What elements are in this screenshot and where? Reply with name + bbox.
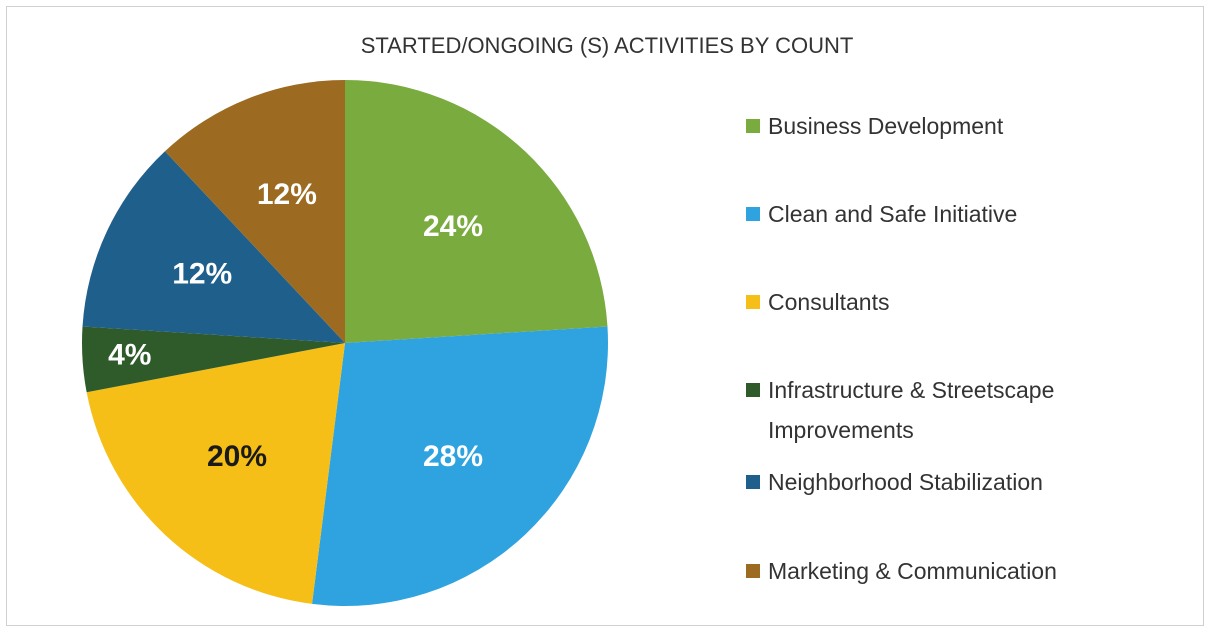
legend-label: Infrastructure & Streetscape Improvement… bbox=[768, 377, 1055, 443]
pie-slice bbox=[86, 343, 346, 604]
legend-label: Neighborhood Stabilization bbox=[768, 469, 1043, 495]
pie-slice bbox=[164, 80, 345, 343]
legend-label: Consultants bbox=[768, 289, 890, 315]
legend-item: Consultants bbox=[746, 282, 1146, 322]
pie-slice bbox=[312, 326, 608, 606]
legend-label: Clean and Safe Initiative bbox=[768, 201, 1018, 227]
pie-slice bbox=[82, 151, 345, 343]
legend-swatch bbox=[746, 475, 760, 489]
chart-frame bbox=[6, 6, 1204, 626]
legend-item: Infrastructure & Streetscape Improvement… bbox=[746, 370, 1146, 450]
legend-item: Marketing & Communication bbox=[746, 551, 1146, 591]
legend-label: Business Development bbox=[768, 113, 1004, 139]
legend-swatch bbox=[746, 207, 760, 221]
legend-swatch bbox=[746, 119, 760, 133]
data-label: 12% bbox=[257, 178, 317, 211]
data-label: 12% bbox=[172, 258, 232, 291]
legend-item: Business Development bbox=[746, 106, 1146, 146]
legend-swatch bbox=[746, 383, 760, 397]
data-label: 20% bbox=[207, 440, 267, 473]
legend-item: Neighborhood Stabilization bbox=[746, 462, 1146, 502]
data-label: 28% bbox=[423, 440, 483, 473]
legend-item: Clean and Safe Initiative bbox=[746, 194, 1146, 234]
legend-swatch bbox=[746, 564, 760, 578]
chart-title: STARTED/ONGOING (S) ACTIVITIES BY COUNT bbox=[361, 33, 854, 58]
pie-slice bbox=[345, 80, 608, 343]
data-label: 4% bbox=[108, 338, 151, 371]
legend-swatch bbox=[746, 295, 760, 309]
legend-label: Marketing & Communication bbox=[768, 558, 1057, 584]
data-label: 24% bbox=[423, 210, 483, 243]
pie-slice bbox=[82, 326, 346, 393]
